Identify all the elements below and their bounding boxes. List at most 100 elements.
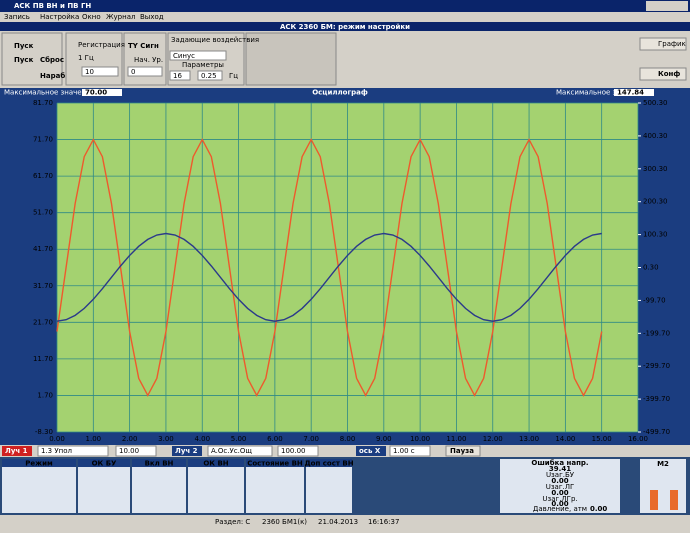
dropdown[interactable]	[115, 445, 157, 457]
dropdown[interactable]	[207, 445, 273, 457]
button-box[interactable]	[639, 67, 687, 81]
button-box[interactable]	[172, 446, 202, 456]
panel-title: ОК БУ	[92, 460, 117, 468]
input-value: 10	[85, 68, 94, 76]
chart: 0.00 1.00 2.00 3.00 4.00 5.00 6.00 7.00 8.00 9.00…	[33, 99, 670, 443]
x-tick-label: 4.00	[194, 435, 210, 443]
x-tick-label: 16.00	[628, 435, 648, 443]
status-item: 21.04.2013	[318, 518, 358, 526]
panel-title: Вкл ВН	[145, 460, 174, 468]
x-tick-label: 11.00	[446, 435, 466, 443]
x-tick-label: 13.00	[519, 435, 539, 443]
readout-label: Uзаг.БУ	[546, 471, 575, 479]
inner-title: АСК 2360 БМ: режим настройки	[280, 23, 410, 31]
x-tick-label: 2.00	[122, 435, 138, 443]
side-label: M2	[657, 460, 669, 468]
input[interactable]	[197, 70, 223, 81]
input-value: 0	[131, 68, 135, 76]
readout-label: Uзаг.ЛГр.	[542, 495, 577, 503]
status-item: 16:16:37	[368, 518, 399, 526]
readout-value: 0.00	[551, 500, 568, 508]
dropdown[interactable]	[37, 445, 109, 457]
window-title: АСК ПВ ВН и ПВ ГН	[14, 2, 91, 10]
readout-value: 0.00	[551, 477, 568, 485]
label: Параметры	[182, 61, 224, 69]
button[interactable]: Луч 2	[175, 447, 198, 455]
gauge	[650, 490, 658, 510]
button[interactable]: Луч 1	[5, 447, 28, 455]
readout-value: 39.41	[549, 465, 571, 473]
panel-box	[188, 459, 244, 513]
dropdown-value: 10.00	[119, 447, 139, 455]
x-tick-label: 12.00	[483, 435, 503, 443]
y2-tick-label: 300.30	[643, 165, 668, 173]
panel-box	[78, 459, 130, 513]
y2-tick-label: -199.70	[643, 329, 670, 337]
button-box[interactable]	[639, 37, 687, 51]
panel-box	[2, 459, 76, 513]
data-line	[56, 138, 603, 397]
inner-title-bar	[0, 22, 690, 31]
menu-item[interactable]: Окно	[82, 13, 101, 21]
input-value: 16	[173, 72, 182, 80]
button[interactable]: ось X	[359, 447, 381, 455]
y-tick-label: 11.70	[33, 355, 53, 363]
button[interactable]: Нараб	[40, 72, 65, 80]
status-bar	[0, 515, 690, 529]
button[interactable]: Пуск	[14, 56, 34, 64]
chart-title: Осциллограф	[312, 89, 368, 97]
button[interactable]: Сброс	[40, 56, 64, 64]
x-tick-label: 8.00	[340, 435, 356, 443]
title-bar	[0, 0, 690, 12]
x-tick-label: 3.00	[158, 435, 174, 443]
y-tick-label: 61.70	[33, 172, 53, 180]
panel	[1, 32, 63, 86]
input[interactable]	[127, 66, 163, 77]
y2-tick-label: -499.70	[643, 428, 670, 436]
y-tick-label: 51.70	[33, 209, 53, 217]
label: Максимальное значение	[556, 89, 647, 97]
button-box[interactable]	[2, 446, 32, 456]
button[interactable]: График	[658, 40, 686, 48]
x-tick-label: 0.00	[49, 435, 65, 443]
button[interactable]: TY Сигн	[128, 42, 159, 50]
readout-panel	[500, 459, 620, 513]
menu-item[interactable]: Запись	[4, 13, 30, 21]
panel-header	[132, 459, 186, 467]
menu-item[interactable]: Настройка	[40, 13, 79, 21]
checkbox[interactable]: 1 Гц	[78, 54, 94, 62]
panel-header	[188, 459, 244, 467]
button[interactable]: Конф	[658, 70, 680, 78]
menu-item[interactable]: Журнал	[106, 13, 135, 21]
dropdown[interactable]	[169, 50, 227, 61]
y-tick-label: 71.70	[33, 136, 53, 144]
window-buttons[interactable]	[646, 1, 688, 11]
panel-title: Состояние ВН	[247, 460, 303, 468]
menu-item[interactable]: Выход	[140, 13, 164, 21]
button[interactable]: Пауза	[450, 447, 474, 455]
y-tick-label: 81.70	[33, 99, 53, 107]
value-box	[82, 89, 122, 96]
side-panel	[640, 459, 686, 513]
panel-title: Режим	[25, 460, 53, 468]
button[interactable]: Пуск	[14, 42, 34, 50]
status-item: 2360 БМ1(к)	[262, 518, 307, 526]
dropdown-value: 1.3 Упол	[41, 447, 72, 455]
y-tick-label: 21.70	[33, 318, 53, 326]
input[interactable]	[81, 66, 119, 77]
menu-bar	[0, 12, 690, 22]
value: 70.00	[85, 89, 107, 97]
status-item: Раздел: С	[215, 518, 250, 526]
y2-tick-label: 200.30	[643, 198, 668, 206]
dropdown[interactable]	[389, 445, 431, 457]
dropdown-value: 100.00	[281, 447, 306, 455]
button[interactable]: Регистрация	[78, 41, 125, 49]
dropdown[interactable]	[277, 445, 319, 457]
panel-header	[246, 459, 304, 467]
button-box[interactable]	[356, 446, 386, 456]
button-box[interactable]	[445, 445, 481, 457]
input[interactable]	[169, 70, 191, 81]
x-tick-label: 1.00	[86, 435, 102, 443]
y2-tick-label: -299.70	[643, 362, 670, 370]
y-tick-label: 1.70	[37, 391, 53, 399]
